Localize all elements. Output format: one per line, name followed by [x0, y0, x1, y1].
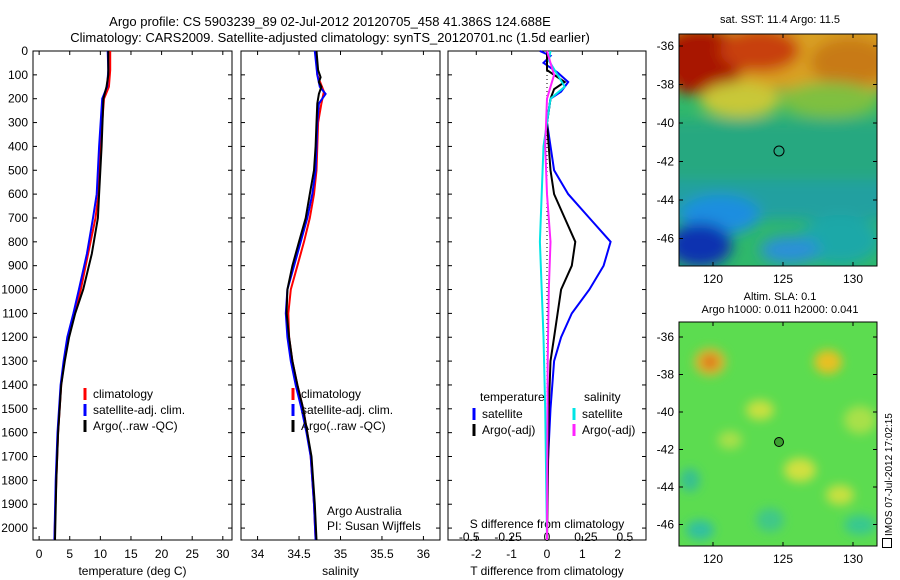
y-tick-label: 1700: [1, 450, 28, 464]
y-tick-label: 200: [8, 92, 28, 106]
y-tick-label: 400: [8, 139, 28, 153]
x-tick-label: 36: [417, 547, 431, 561]
x-tick-label: 15: [124, 547, 138, 561]
legend-label: Argo(..raw -QC): [93, 419, 178, 433]
legend-label: climatology: [301, 387, 361, 401]
y-tick-label: 1500: [1, 402, 28, 416]
x-axis-label: salinity: [322, 564, 359, 578]
x-tick-label: 34: [251, 547, 265, 561]
y-tick-label: 1300: [1, 354, 28, 368]
x-tick-label: -1: [506, 547, 517, 561]
x-tick-label: 25: [186, 547, 200, 561]
y-tick-label: 1800: [1, 473, 28, 487]
y-tick-label: 0: [21, 44, 28, 58]
series-line-satellite-adj-clim-: [284, 50, 327, 541]
title-line-2: Climatology: CARS2009. Satellite-adjuste…: [70, 30, 590, 45]
sla-map-title-2: Argo h1000: 0.011 h2000: 0.041: [701, 304, 859, 316]
y-tick-label: 300: [8, 116, 28, 130]
s-tick-label: 0.25: [574, 530, 598, 544]
x-tick-label: 5: [66, 547, 73, 561]
y-tick-label: 600: [8, 187, 28, 201]
x-tick-label: 35.5: [370, 547, 394, 561]
plot-frame: [240, 50, 441, 541]
y-tick-label: 1900: [1, 497, 28, 511]
title-line-1: Argo profile: CS 5903239_89 02-Jul-2012 …: [109, 14, 551, 29]
x-tick-label: -2: [471, 547, 482, 561]
y-tick-label: 1000: [1, 283, 28, 297]
x-tick-label: 10: [94, 547, 108, 561]
legend-label: satellite-adj. clim.: [301, 403, 393, 417]
y-tick-label: 2000: [1, 521, 28, 535]
x-tick-label: 30: [216, 547, 230, 561]
s-tick-label: 0.5: [616, 530, 633, 544]
s-tick-label: -0.25: [494, 530, 522, 544]
timestamp-label: IMOS 07-Jul-2012 17:02:15: [882, 413, 895, 548]
legend-header: temperature: [480, 390, 545, 404]
y-tick-label: 1100: [2, 306, 28, 320]
x-axis-label: temperature (deg C): [78, 564, 186, 578]
chart-salinity: 34 34.5 35 35.5 36 salinity climatology satelli…: [240, 50, 441, 578]
x-tick-label: 0: [36, 547, 43, 561]
series-line-s-satellite: [538, 50, 566, 541]
x-tick-label: 2: [614, 547, 621, 561]
legend-header: salinity: [584, 390, 621, 404]
sst-map-title: sat. SST: 11.4 Argo: 11.5: [719, 14, 841, 26]
legend-label: satellite: [582, 407, 623, 421]
x-tick-label: 35: [334, 547, 348, 561]
x-tick-label: 20: [155, 547, 169, 561]
plot-frame: [32, 50, 233, 541]
series-line-s-argo-adj-: [544, 50, 556, 541]
y-tick-label: 700: [8, 211, 28, 225]
imos-logo-box: [882, 538, 892, 548]
x-tick-label: 1: [579, 547, 586, 561]
legend-label: Argo(..raw -QC): [301, 419, 386, 433]
legend-label: Argo(-adj): [582, 423, 635, 437]
x-tick-label: 0: [544, 547, 551, 561]
y-tick-label: 1600: [1, 426, 28, 440]
legend-label: climatology: [93, 387, 153, 401]
y-tick-label: 100: [8, 68, 28, 82]
y-tick-label: 800: [8, 235, 28, 249]
series-line-argo-raw-qc-: [54, 51, 110, 541]
series-line-t-satellite: [539, 50, 612, 540]
chart-temperature: 0100200300400500600700800900100011001200…: [1, 44, 233, 578]
y-tick-label: 1200: [1, 330, 28, 344]
y-tick-label: 1400: [1, 378, 28, 392]
s-tick-label: -0.5: [459, 530, 480, 544]
annotation-text: Argo Australia: [327, 504, 402, 518]
legend-label: satellite: [482, 407, 523, 421]
legend-label: Argo(-adj): [482, 423, 535, 437]
series-line-t-argo-adj-: [545, 51, 577, 541]
y-tick-label: 500: [8, 163, 28, 177]
series-line-argo-raw-qc-: [285, 50, 323, 541]
legend-label: satellite-adj. clim.: [93, 403, 185, 417]
y-tick-label: 900: [8, 259, 28, 273]
annotation-text: PI: Susan Wijffels: [327, 519, 421, 533]
x-tick-label: 34.5: [287, 547, 311, 561]
x-axis-label: T difference from climatology: [470, 564, 624, 578]
sla-map-title-1: Altim. SLA: 0.1: [743, 291, 817, 303]
